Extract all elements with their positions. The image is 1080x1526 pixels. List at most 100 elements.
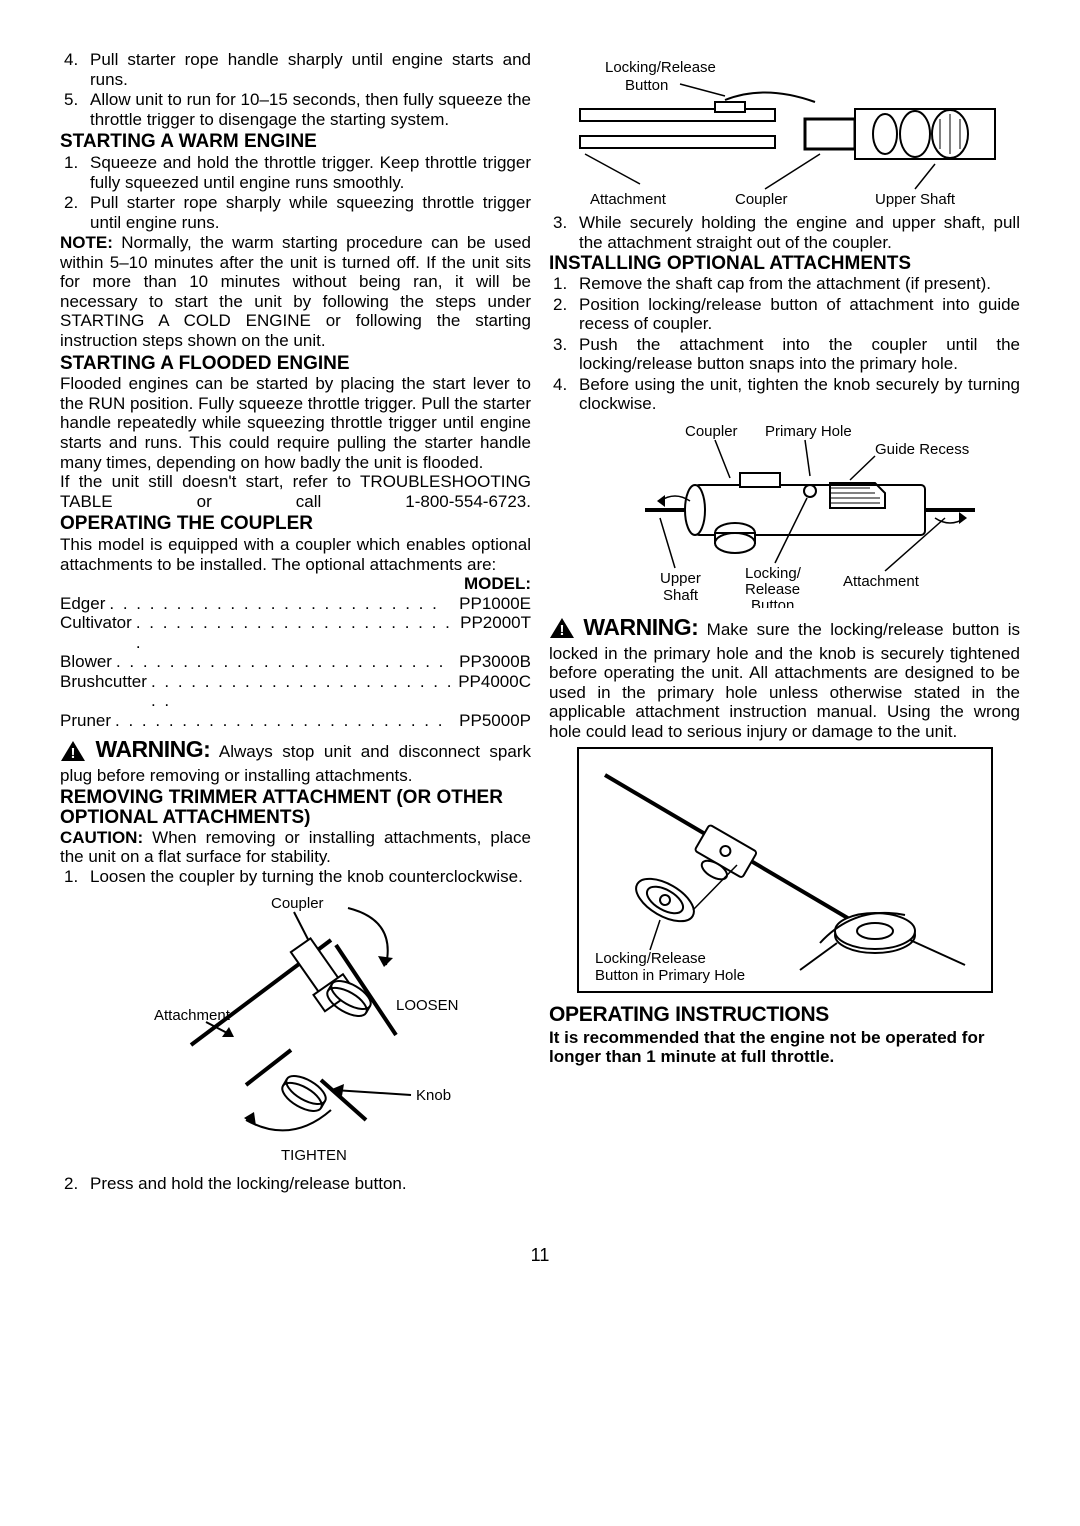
item-number: 5. xyxy=(60,90,90,129)
item-number: 1. xyxy=(60,153,90,192)
shaft-diagram: Locking/Release Button Attachment Couple… xyxy=(565,54,1005,209)
heading-removing: REMOVING TRIMMER ATTACHMENT (OR OTHER OP… xyxy=(60,788,531,828)
label-attachment: Attachment xyxy=(843,573,920,590)
label-coupler: Coupler xyxy=(271,895,324,912)
item-text: Pull starter rope sharply while squeezin… xyxy=(90,193,531,232)
attachment-row: Pruner. . . . . . . . . . . . . . . . . … xyxy=(60,711,531,731)
heading-flooded-engine: STARTING A FLOODED ENGINE xyxy=(60,353,531,375)
list-item: 2. Press and hold the locking/release bu… xyxy=(60,1174,531,1194)
attachment-row: Edger. . . . . . . . . . . . . . . . . .… xyxy=(60,594,531,614)
caution-paragraph: CAUTION: When removing or installing att… xyxy=(60,828,531,867)
item-number: 1. xyxy=(60,867,90,887)
attach-model: PP2000T xyxy=(460,613,531,652)
item-number: 2. xyxy=(60,193,90,232)
attach-model: PP5000P xyxy=(459,711,531,731)
label-upper: Upper xyxy=(660,570,701,587)
list-item: 3. Push the attachment into the coupler … xyxy=(549,335,1020,374)
label-primary-hole: Button in Primary Hole xyxy=(595,967,745,984)
label-coupler: Coupler xyxy=(735,191,788,208)
dots: . . . . . . . . . . . . . . . . . . . . … xyxy=(147,672,458,711)
item-number: 3. xyxy=(549,213,579,252)
item-number: 2. xyxy=(549,295,579,334)
dots: . . . . . . . . . . . . . . . . . . . . … xyxy=(111,711,459,731)
flood-body: Flooded engines can be started by placin… xyxy=(60,374,531,472)
item-text: Remove the shaft cap from the attachment… xyxy=(579,274,1020,294)
caution-label: CAUTION: xyxy=(60,828,143,847)
heading-installing: INSTALLING OPTIONAL ATTACHMENTS xyxy=(549,254,1020,274)
operating-recommendation: It is recommended that the engine not be… xyxy=(549,1028,1020,1067)
item-text: Pull starter rope handle sharply until e… xyxy=(90,50,531,89)
dots: . . . . . . . . . . . . . . . . . . . . … xyxy=(112,652,459,672)
label-locking: Locking/ xyxy=(745,565,802,582)
model-header: MODEL: xyxy=(60,574,531,594)
list-item: 4. Before using the unit, tighten the kn… xyxy=(549,375,1020,414)
attach-model: PP3000B xyxy=(459,652,531,672)
attachment-row: Brushcutter. . . . . . . . . . . . . . .… xyxy=(60,672,531,711)
item-text: Press and hold the locking/release butto… xyxy=(90,1174,531,1194)
attach-name: Pruner xyxy=(60,711,111,731)
list-item: 1. Squeeze and hold the throttle trigger… xyxy=(60,153,531,192)
svg-text:!: ! xyxy=(560,622,565,639)
item-text: While securely holding the engine and up… xyxy=(579,213,1020,252)
label-release: Release xyxy=(745,581,800,598)
dots: . . . . . . . . . . . . . . . . . . . . … xyxy=(105,594,459,614)
coupler-diagram: Coupler Attachment LOOSEN xyxy=(116,890,476,1170)
item-number: 4. xyxy=(549,375,579,414)
warning-block: ! WARNING: Always stop unit and disconne… xyxy=(60,736,531,785)
label-coupler: Coupler xyxy=(685,423,738,440)
attach-model: PP4000C xyxy=(458,672,531,711)
list-item: 4. Pull starter rope handle sharply unti… xyxy=(60,50,531,89)
list-item: 2. Pull starter rope sharply while squee… xyxy=(60,193,531,232)
item-number: 4. xyxy=(60,50,90,89)
label-tighten: TIGHTEN xyxy=(281,1147,347,1164)
label-attachment: Attachment xyxy=(154,1007,231,1024)
heading-operating-instructions: OPERATING INSTRUCTIONS xyxy=(549,1003,1020,1027)
attach-name: Blower xyxy=(60,652,112,672)
attachment-row: Cultivator. . . . . . . . . . . . . . . … xyxy=(60,613,531,652)
label-button: Button xyxy=(751,597,794,608)
item-text: Squeeze and hold the throttle trigger. K… xyxy=(90,153,531,192)
item-text: Before using the unit, tighten the knob … xyxy=(579,375,1020,414)
label-primary-hole: Primary Hole xyxy=(765,423,852,440)
note-label: NOTE: xyxy=(60,233,113,252)
label-shaft: Shaft xyxy=(663,587,699,604)
label-guide-recess: Guide Recess xyxy=(875,441,969,458)
heading-warm-engine: STARTING A WARM ENGINE xyxy=(60,131,531,153)
attach-name: Cultivator xyxy=(60,613,132,652)
list-item: 1. Loosen the coupler by turning the kno… xyxy=(60,867,531,887)
warning-label: WARNING: xyxy=(96,736,211,762)
label-attachment: Attachment xyxy=(590,191,667,208)
item-text: Allow unit to run for 10–15 seconds, the… xyxy=(90,90,531,129)
list-item: 5. Allow unit to run for 10–15 seconds, … xyxy=(60,90,531,129)
attach-name: Edger xyxy=(60,594,105,614)
note-paragraph: NOTE: Normally, the warm starting proced… xyxy=(60,233,531,350)
label-knob: Knob xyxy=(416,1087,451,1104)
attach-name: Brushcutter xyxy=(60,672,147,711)
item-text: Push the attachment into the coupler unt… xyxy=(579,335,1020,374)
warning-block: ! WARNING: Make sure the locking/release… xyxy=(549,614,1020,742)
item-number: 3. xyxy=(549,335,579,374)
dots: . . . . . . . . . . . . . . . . . . . . … xyxy=(132,613,460,652)
coupler-detail-diagram: Coupler Primary Hole Guide Recess xyxy=(575,418,995,608)
warning-icon: ! xyxy=(549,617,575,644)
trimmer-diagram: Locking/Release Button in Primary Hole xyxy=(575,745,995,995)
attachments-list: Edger. . . . . . . . . . . . . . . . . .… xyxy=(60,594,531,731)
item-text: Position locking/release button of attac… xyxy=(579,295,1020,334)
label-button: Button xyxy=(625,77,668,94)
note-body: Normally, the warm starting procedure ca… xyxy=(60,233,531,350)
label-upper-shaft: Upper Shaft xyxy=(875,191,956,208)
attachment-row: Blower. . . . . . . . . . . . . . . . . … xyxy=(60,652,531,672)
list-item: 3. While securely holding the engine and… xyxy=(549,213,1020,252)
page-content: 4. Pull starter rope handle sharply unti… xyxy=(60,50,1020,1195)
item-text: Loosen the coupler by turning the knob c… xyxy=(90,867,531,887)
coupler-body: This model is equipped with a coupler wh… xyxy=(60,535,531,574)
list-item: 2. Position locking/release button of at… xyxy=(549,295,1020,334)
attach-model: PP1000E xyxy=(459,594,531,614)
item-number: 1. xyxy=(549,274,579,294)
left-column: 4. Pull starter rope handle sharply unti… xyxy=(60,50,531,1195)
item-number: 2. xyxy=(60,1174,90,1194)
warning-label: WARNING: xyxy=(583,614,698,640)
heading-coupler: OPERATING THE COUPLER xyxy=(60,513,531,535)
right-column: Locking/Release Button Attachment Couple… xyxy=(549,50,1020,1195)
label-locking-release: Locking/Release xyxy=(605,59,716,76)
